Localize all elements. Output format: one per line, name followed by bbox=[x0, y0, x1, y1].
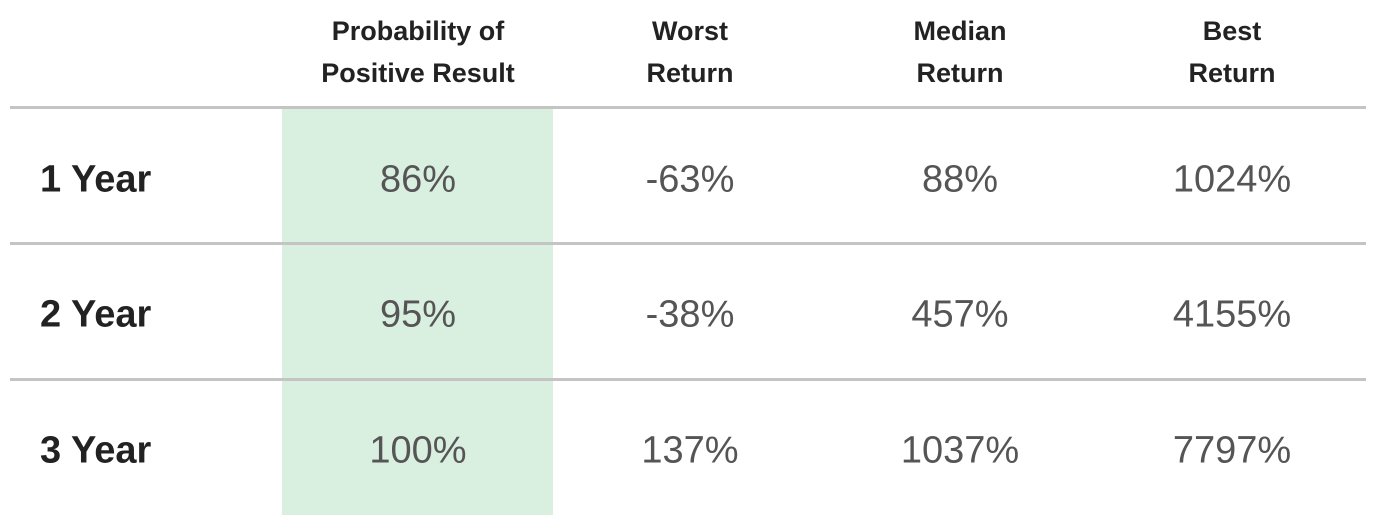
header-line: Return bbox=[916, 58, 1004, 88]
row-label: 1 Year bbox=[40, 158, 152, 201]
row-divider bbox=[10, 242, 1366, 245]
row-divider bbox=[10, 378, 1366, 381]
table-cell: 1024% bbox=[1172, 158, 1292, 201]
header-line: Probability of bbox=[331, 16, 505, 46]
table-cell: 95% bbox=[379, 293, 457, 336]
header-line: Return bbox=[646, 58, 734, 88]
table-cell: 86% bbox=[379, 158, 457, 201]
header-line: Return bbox=[1188, 58, 1276, 88]
row-label: 3 Year bbox=[40, 429, 152, 472]
table-cell: 7797% bbox=[1172, 429, 1292, 472]
table-cell: -38% bbox=[645, 293, 735, 336]
header-line: Worst bbox=[651, 16, 728, 46]
header-line: Positive Result bbox=[321, 58, 515, 88]
header-line: Best bbox=[1202, 16, 1262, 46]
column-header: Worst Return bbox=[555, 10, 825, 94]
column-header: Probability of Positive Result bbox=[283, 10, 553, 94]
header-line: Median bbox=[913, 16, 1007, 46]
row-label: 2 Year bbox=[40, 293, 152, 336]
table-cell: 137% bbox=[641, 429, 739, 472]
highlight-column bbox=[282, 108, 553, 515]
table-cell: -63% bbox=[645, 158, 735, 201]
table-cell: 457% bbox=[911, 293, 1009, 336]
column-header: Best Return bbox=[1097, 10, 1367, 94]
row-divider bbox=[10, 106, 1366, 109]
table-cell: 88% bbox=[921, 158, 999, 201]
table-cell: 4155% bbox=[1172, 293, 1292, 336]
table-cell: 1037% bbox=[900, 429, 1020, 472]
table-cell: 100% bbox=[369, 429, 467, 472]
column-header: Median Return bbox=[825, 10, 1095, 94]
